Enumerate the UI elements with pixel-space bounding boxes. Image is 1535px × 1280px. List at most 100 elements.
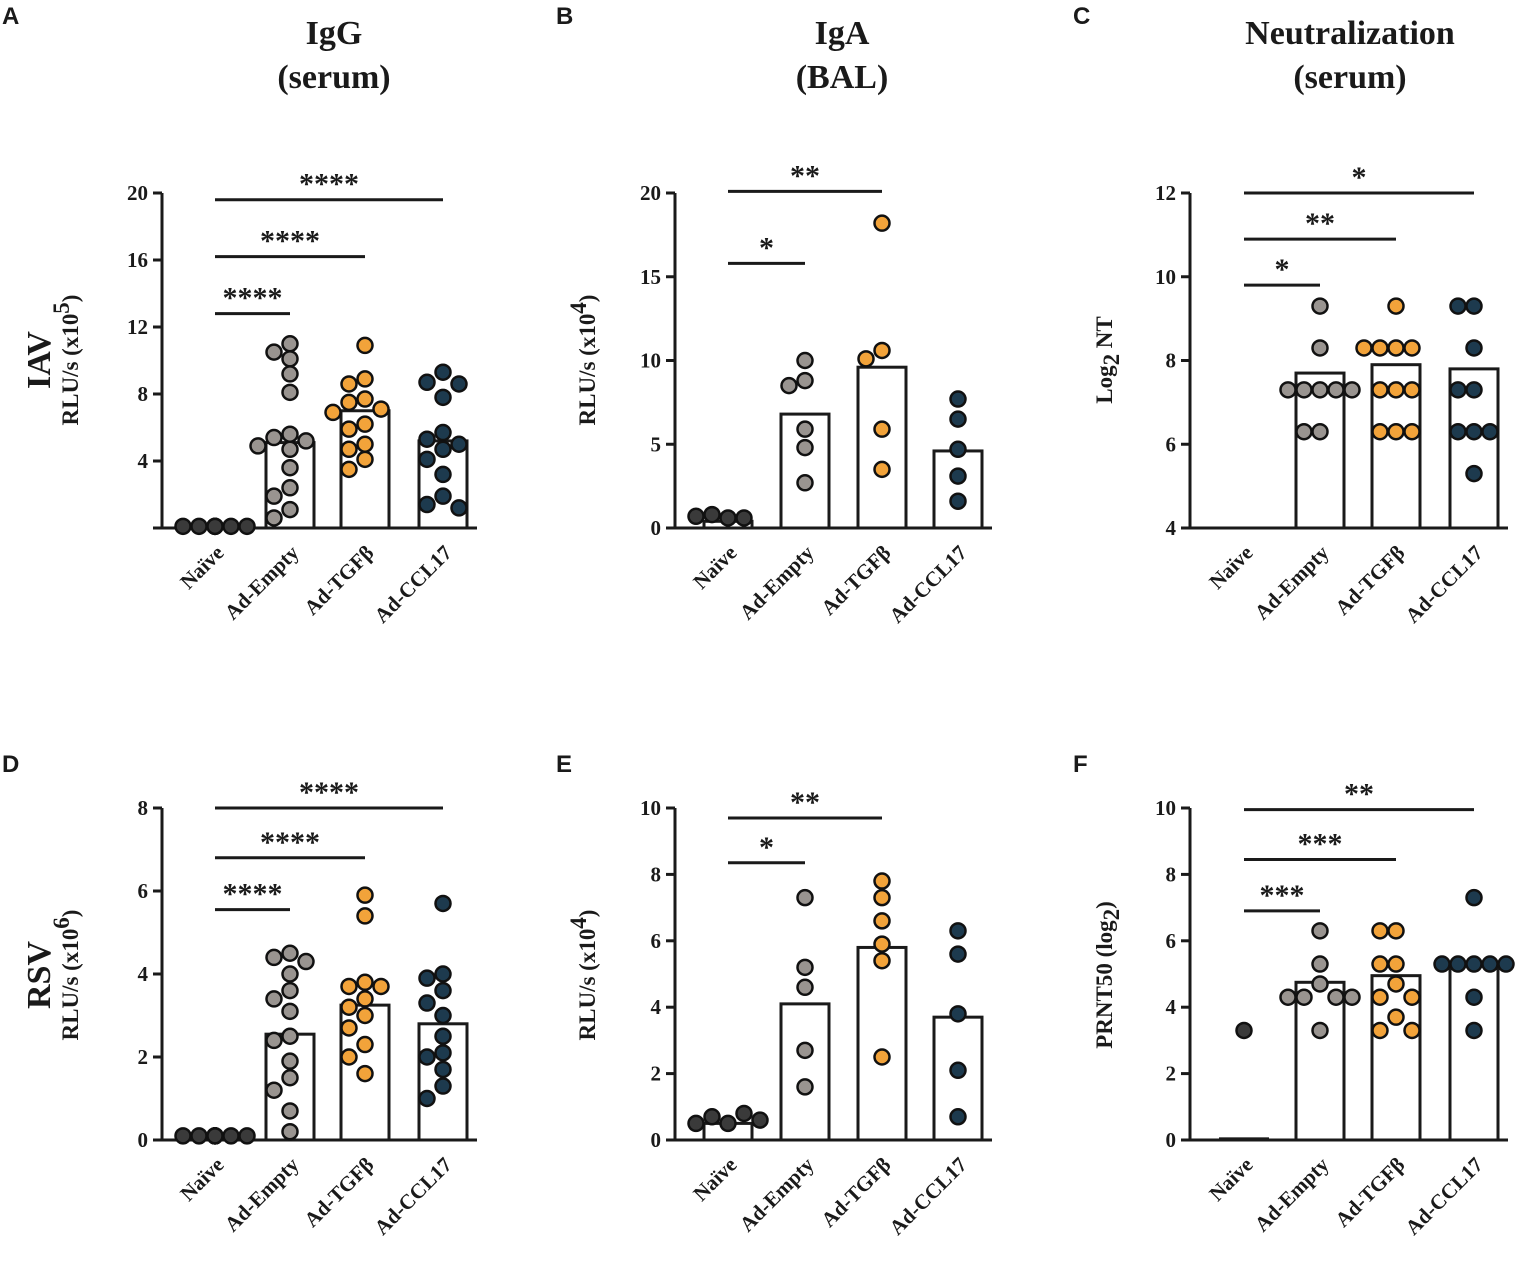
point-ad-empty (1311, 1021, 1329, 1040)
point-ad-ccl17 (1465, 339, 1483, 357)
point-ad-ccl17 (418, 994, 436, 1012)
point-ad-empty (281, 1027, 299, 1045)
chart-panel-e: 0 2 4 6 8 10 RLU/s (x104) NaïveAd-EmptyAd-TGFβA… (566, 786, 992, 1240)
y-tick-label: 0 (651, 516, 662, 540)
point-ad-tgfb (1371, 988, 1389, 1006)
y-tick-label: 6 (138, 879, 149, 903)
point-ad-ccl17 (1481, 955, 1499, 973)
chart-panel-d: 0 2 4 6 8 RLU/s (x106) NaïveAd-EmptyAd-TGFβAd-… (49, 776, 477, 1240)
point-ad-tgfb (356, 1064, 374, 1083)
significance-label: ** (790, 786, 820, 819)
point-ad-ccl17 (434, 423, 452, 442)
x-category-label: Ad-Empty (1250, 540, 1334, 624)
point-ad-ccl17 (434, 487, 452, 505)
significance-label: * (759, 231, 774, 264)
point-ad-ccl17 (418, 450, 436, 469)
point-naive (703, 1108, 721, 1126)
point-ad-tgfb (340, 393, 358, 412)
point-ad-empty (1311, 339, 1329, 357)
point-ad-empty (1327, 381, 1345, 399)
y-tick-label: 4 (138, 962, 149, 986)
y-axis-label: RLU/s (x104) (566, 910, 600, 1041)
y-axis-label: Log2 NT (1092, 316, 1124, 404)
point-ad-ccl17 (418, 1048, 436, 1066)
point-ad-ccl17 (949, 410, 967, 428)
point-ad-empty (796, 1041, 814, 1060)
point-ad-empty (281, 350, 299, 368)
point-ad-ccl17 (434, 894, 452, 913)
point-ad-tgfb (1387, 339, 1405, 357)
point-ad-empty (265, 948, 283, 967)
point-ad-empty (780, 376, 798, 395)
x-category-label: Ad-Empty (1250, 1152, 1334, 1236)
significance-label: **** (223, 878, 283, 911)
point-ad-tgfb (1371, 922, 1389, 940)
significance-label: **** (260, 225, 320, 258)
bar-ad-ccl17 (932, 449, 984, 530)
y-tick-label: 2 (651, 1062, 662, 1086)
point-ad-tgfb (340, 460, 358, 479)
point-ad-tgfb (340, 977, 358, 996)
point-ad-tgfb (1371, 955, 1389, 973)
point-ad-empty (796, 438, 814, 457)
point-ad-empty (796, 474, 814, 492)
y-tick-label: 2 (138, 1045, 149, 1069)
point-ad-ccl17 (1449, 422, 1467, 441)
point-ad-ccl17 (1465, 297, 1483, 315)
point-ad-tgfb (873, 935, 891, 953)
y-tick-label: 20 (127, 181, 148, 205)
point-ad-tgfb (1387, 955, 1405, 973)
point-ad-empty (1327, 988, 1345, 1006)
point-ad-tgfb (1387, 381, 1405, 399)
significance-label: ** (790, 159, 820, 192)
x-category-label: Naïve (175, 1153, 228, 1206)
y-tick-label: 16 (127, 248, 148, 272)
point-ad-empty (281, 365, 299, 383)
point-naive (190, 1127, 208, 1145)
column-subtitle-neutralization: (serum) (1293, 59, 1406, 96)
point-ad-tgfb (873, 460, 891, 479)
point-ad-empty (281, 335, 299, 353)
point-ad-empty (281, 965, 299, 983)
y-tick-label: 8 (138, 796, 149, 820)
y-axis-label: RLU/s (x105) (49, 295, 83, 426)
y-tick-label: 4 (1166, 516, 1177, 540)
point-ad-empty (796, 1078, 814, 1096)
x-category-label: Ad-CCL17 (884, 1153, 971, 1240)
point-ad-empty (265, 1031, 283, 1050)
y-axis-label: PRNT50 (log2) (1092, 901, 1124, 1049)
y-tick-label: 15 (640, 265, 661, 289)
point-ad-ccl17 (434, 388, 452, 407)
significance-label: ** (1344, 778, 1374, 811)
bar-ad-tgfb (856, 945, 908, 1142)
point-ad-tgfb (1403, 339, 1421, 357)
point-ad-tgfb (340, 998, 358, 1016)
column-subtitle-iga: (BAL) (796, 59, 889, 96)
point-ad-tgfb (873, 888, 891, 907)
point-ad-tgfb (873, 1048, 891, 1066)
point-ad-tgfb (1387, 1008, 1405, 1026)
point-ad-ccl17 (1465, 422, 1483, 441)
point-ad-empty (796, 888, 814, 907)
point-ad-empty (1311, 381, 1329, 399)
point-ad-empty (281, 1102, 299, 1120)
point-ad-tgfb (324, 403, 342, 422)
point-ad-empty (1343, 988, 1361, 1006)
point-naive (751, 1111, 769, 1129)
point-ad-tgfb (340, 1048, 358, 1066)
x-category-label: Ad-CCL17 (1400, 1153, 1487, 1240)
point-ad-tgfb (356, 886, 374, 904)
significance-label: *** (1298, 827, 1343, 860)
point-ad-tgfb (356, 415, 374, 433)
point-ad-ccl17 (1465, 955, 1483, 973)
column-title-iga: IgA (815, 15, 870, 52)
x-category-label: Ad-CCL17 (1400, 541, 1487, 628)
bar-ad-empty (1294, 371, 1346, 530)
point-ad-empty (249, 437, 267, 455)
point-ad-empty (796, 351, 814, 370)
significance-label: * (1275, 253, 1290, 286)
significance-label: **** (299, 168, 359, 201)
point-ad-ccl17 (949, 492, 967, 510)
point-ad-tgfb (356, 1006, 374, 1025)
